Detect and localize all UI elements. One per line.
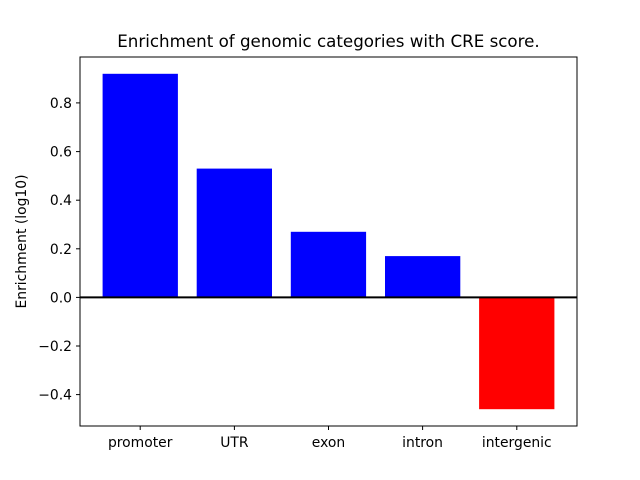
y-tick-label: −0.4 [38, 388, 72, 404]
x-tick-label-intergenic: intergenic [482, 435, 552, 451]
y-tick-label: 0.2 [50, 242, 72, 258]
bar-intergenic [479, 297, 555, 410]
bar-exon [290, 231, 367, 298]
x-tick-label-intron: intron [402, 435, 443, 451]
chart-title: Enrichment of genomic categories with CR… [117, 31, 539, 51]
y-tick-label: −0.2 [38, 339, 72, 355]
bar-intron [385, 256, 461, 298]
x-tick-label-UTR: UTR [220, 435, 249, 451]
x-tick-label-promoter: promoter [108, 435, 173, 451]
x-tick-label-exon: exon [312, 435, 345, 451]
y-tick-label: 0.4 [50, 193, 72, 209]
bar-promoter [102, 73, 178, 298]
y-tick-label: 0.0 [50, 290, 72, 306]
bar-UTR [196, 168, 272, 298]
y-axis-label: Enrichment (log10) [14, 174, 30, 308]
y-tick-label: 0.6 [50, 145, 72, 161]
y-tick-label: 0.8 [50, 96, 72, 112]
